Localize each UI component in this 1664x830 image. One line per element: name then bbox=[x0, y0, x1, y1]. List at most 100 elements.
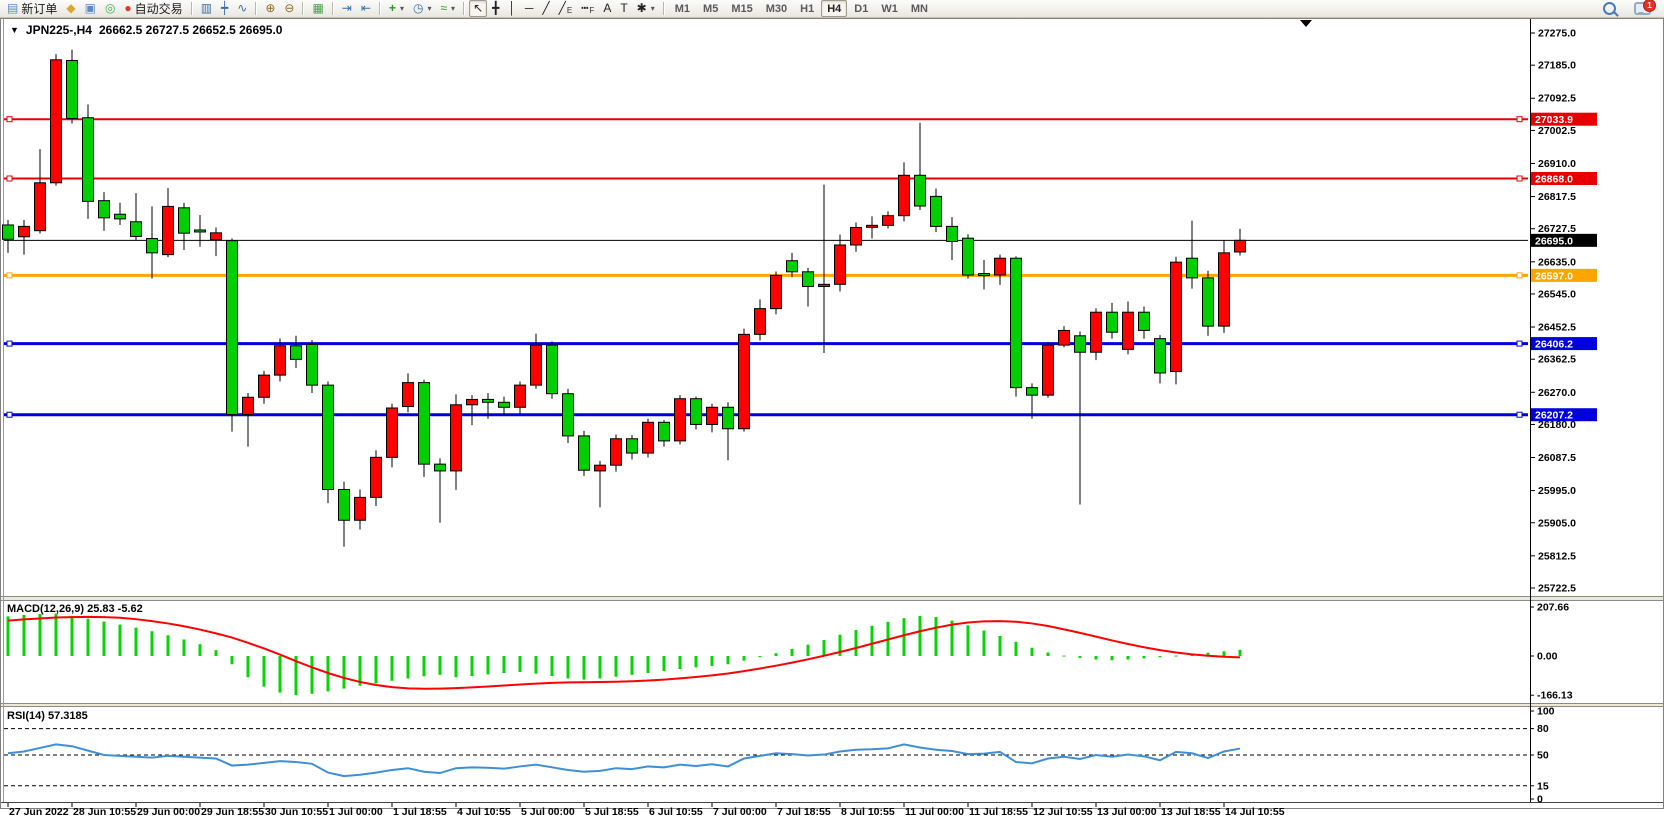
timeframe-M15[interactable]: M15 bbox=[731, 2, 753, 15]
trendline-button[interactable]: ╱ bbox=[538, 0, 553, 17]
search-button[interactable] bbox=[1599, 0, 1620, 17]
macd-bar bbox=[1062, 655, 1066, 657]
hline-handle-left[interactable] bbox=[6, 340, 13, 347]
chart-shift-marker[interactable] bbox=[1300, 20, 1312, 27]
macd-bar bbox=[726, 656, 730, 665]
new-order-button[interactable]: ▤ 新订单 bbox=[3, 0, 61, 17]
text-button[interactable]: A bbox=[599, 0, 615, 17]
time-label[interactable]: 29 Jun 18:55 bbox=[201, 806, 264, 818]
hline-handle-right[interactable] bbox=[1516, 272, 1523, 279]
horizontal-line-button[interactable]: ─ bbox=[521, 0, 538, 17]
candle-body bbox=[898, 174, 910, 217]
fibonacci-button[interactable]: ┅ F bbox=[577, 0, 598, 17]
market-watch-button[interactable]: ▣ bbox=[81, 0, 100, 17]
time-label[interactable]: 8 Jul 10:55 bbox=[841, 806, 895, 818]
timeframe-W1[interactable]: W1 bbox=[881, 2, 898, 15]
panel-splitter-2[interactable] bbox=[1, 704, 1663, 706]
zoom-out-button[interactable]: ⊖ bbox=[280, 0, 298, 17]
zoom-in-button[interactable]: ⊕ bbox=[261, 0, 279, 17]
signal-button[interactable]: ◎ bbox=[101, 0, 119, 17]
indicators-button[interactable]: + ▾ bbox=[385, 0, 408, 17]
stamp-icon-button[interactable]: ◆ bbox=[62, 0, 79, 17]
crosshair-icon: ╋ bbox=[492, 1, 500, 15]
time-label[interactable]: 1 Jul 00:00 bbox=[329, 806, 383, 818]
time-label[interactable]: 30 Jun 10:55 bbox=[265, 806, 328, 818]
time-label[interactable]: 11 Jul 00:00 bbox=[905, 806, 964, 818]
time-label[interactable]: 5 Jul 18:55 bbox=[585, 806, 639, 818]
auto-scroll-button[interactable]: ⇥ bbox=[338, 0, 356, 17]
price-tag-resistance-1 bbox=[1531, 112, 1597, 126]
time-label[interactable]: 7 Jul 00:00 bbox=[713, 806, 767, 818]
templates-button[interactable]: ≈ ▾ bbox=[436, 0, 459, 17]
vertical-line-button[interactable]: │ bbox=[504, 0, 520, 17]
chart-title[interactable]: ▼ JPN225-,H4 26662.5 26727.5 26652.5 266… bbox=[10, 23, 282, 37]
time-label[interactable]: 29 Jun 00:00 bbox=[137, 806, 200, 818]
time-label[interactable]: 28 Jun 10:55 bbox=[73, 806, 136, 818]
chevron-down-icon[interactable]: ▾ bbox=[451, 4, 456, 13]
macd-bar bbox=[22, 614, 26, 656]
candlestick-button[interactable]: ┿ bbox=[217, 0, 232, 17]
hline-handle-right[interactable] bbox=[1516, 340, 1523, 347]
time-label[interactable]: 1 Jul 18:55 bbox=[393, 806, 447, 818]
hline-handle-left[interactable] bbox=[6, 272, 13, 279]
candle-body bbox=[930, 195, 942, 227]
time-label[interactable]: 27 Jun 2022 bbox=[9, 806, 69, 818]
timeframe-M30[interactable]: M30 bbox=[765, 2, 788, 15]
time-label[interactable]: 6 Jul 10:55 bbox=[649, 806, 703, 818]
periods-button[interactable]: ◷ ▾ bbox=[409, 0, 436, 17]
bar-chart-button[interactable]: ▥ bbox=[197, 0, 216, 17]
macd-bar bbox=[310, 656, 314, 694]
line-chart-button[interactable]: ∿ bbox=[233, 0, 251, 17]
channel-button[interactable]: ╱ E bbox=[555, 0, 577, 17]
cursor-button[interactable]: ↖ bbox=[469, 0, 488, 17]
chart-shift-button[interactable]: ⇤ bbox=[357, 0, 375, 17]
price-tag-pivot bbox=[1531, 268, 1597, 282]
hline-handle-right[interactable] bbox=[1516, 175, 1523, 182]
candle-body bbox=[866, 224, 878, 228]
symbol-dropdown-icon[interactable]: ▼ bbox=[10, 25, 19, 35]
timeframe-M5[interactable]: M5 bbox=[703, 2, 719, 15]
timeframe-M1[interactable]: M1 bbox=[674, 2, 691, 15]
toolbar-group-insert: + ▾ ◷ ▾ ≈ ▾ bbox=[385, 0, 459, 17]
arrows-button[interactable]: ✱ ▾ bbox=[633, 0, 659, 17]
timeframe-H1[interactable]: H1 bbox=[800, 2, 815, 15]
crosshair-button[interactable]: ╋ bbox=[488, 0, 503, 17]
time-label[interactable]: 7 Jul 18:55 bbox=[777, 806, 831, 818]
timeframe-MN[interactable]: MN bbox=[910, 2, 928, 15]
auto-trading-button[interactable]: ● 自动交易 bbox=[120, 0, 186, 17]
time-label[interactable]: 13 Jul 18:55 bbox=[1161, 806, 1221, 818]
timeframe-H4[interactable]: H4 bbox=[821, 0, 848, 17]
macd-bar bbox=[294, 656, 298, 696]
hline-handle-left[interactable] bbox=[6, 411, 13, 418]
hline-handle-right[interactable] bbox=[1516, 116, 1523, 123]
chevron-down-icon[interactable]: ▾ bbox=[427, 4, 432, 13]
time-label[interactable]: 4 Jul 10:55 bbox=[457, 806, 511, 818]
price-tag-support-2 bbox=[1531, 408, 1597, 422]
hline-handle-right[interactable] bbox=[1516, 411, 1523, 418]
macd-bar bbox=[230, 656, 234, 665]
time-label[interactable]: 13 Jul 00:00 bbox=[1097, 806, 1157, 818]
hline-handle-left[interactable] bbox=[6, 175, 13, 182]
macd-bar bbox=[1014, 641, 1018, 656]
price-tick: 26545.0 bbox=[1538, 288, 1576, 300]
candle-body bbox=[786, 260, 798, 273]
candle-body bbox=[194, 229, 206, 233]
chevron-down-icon[interactable]: ▾ bbox=[399, 4, 404, 13]
chat-button[interactable]: 1 bbox=[1630, 0, 1656, 17]
price-chart[interactable]: 27275.0 27185.0 27092.5 27002.5 26910.0 26817… bbox=[0, 18, 1664, 830]
time-label[interactable]: 14 Jul 10:55 bbox=[1225, 806, 1285, 818]
label-button[interactable]: T bbox=[616, 0, 631, 17]
macd-bar bbox=[710, 656, 714, 666]
panel-splitter-1[interactable] bbox=[1, 596, 1663, 601]
timeframe-D1[interactable]: D1 bbox=[854, 2, 869, 15]
tile-windows-button[interactable]: ▦ bbox=[308, 0, 327, 17]
chart-shift-icon: ⇤ bbox=[360, 1, 371, 15]
hline-handle-left[interactable] bbox=[6, 116, 13, 123]
time-label[interactable]: 11 Jul 18:55 bbox=[969, 806, 1028, 818]
time-label[interactable]: 12 Jul 10:55 bbox=[1033, 806, 1093, 818]
time-axis-strip[interactable] bbox=[0, 809, 1664, 830]
candle-body bbox=[1106, 311, 1118, 333]
chevron-down-icon[interactable]: ▾ bbox=[650, 4, 655, 13]
macd-bar bbox=[630, 656, 634, 675]
time-label[interactable]: 5 Jul 00:00 bbox=[521, 806, 575, 818]
